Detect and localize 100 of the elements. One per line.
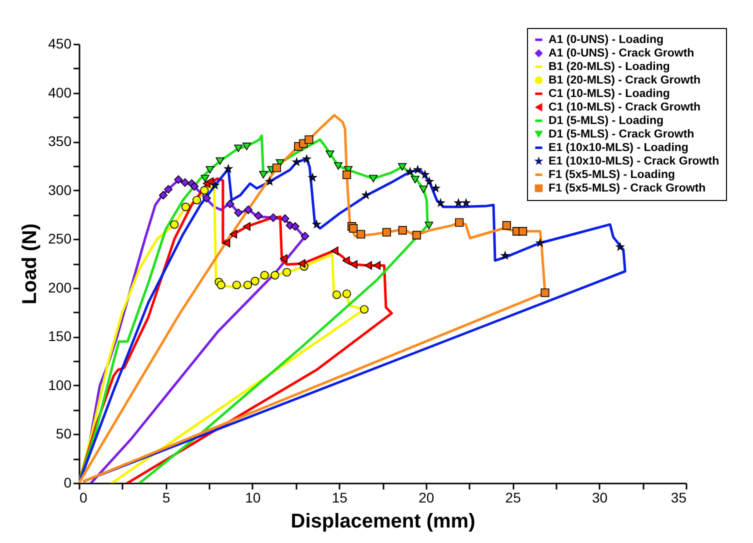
point xyxy=(304,135,314,144)
point xyxy=(308,173,317,182)
point xyxy=(334,162,343,170)
point xyxy=(234,144,243,152)
point xyxy=(350,260,358,269)
point xyxy=(398,226,407,235)
y-tick-label: 250 xyxy=(48,230,72,247)
legend-label: E1 (10x10-MLS) - Crack Growth xyxy=(548,155,720,168)
point xyxy=(200,174,210,182)
legend-label: A1 (0-UNS) - Loading xyxy=(548,34,664,46)
point xyxy=(326,150,334,158)
point xyxy=(159,190,168,200)
point xyxy=(536,238,544,247)
point xyxy=(436,198,445,207)
y-tick-label: 150 xyxy=(48,328,72,344)
point xyxy=(170,220,179,229)
x-tick-label: 25 xyxy=(505,490,522,506)
point xyxy=(280,254,288,263)
point xyxy=(250,276,260,286)
legend-label: D1 (5-MLS) - Crack Growth xyxy=(548,128,694,140)
point xyxy=(406,168,414,176)
y-tick-label: 450 xyxy=(48,36,72,52)
point xyxy=(216,280,226,290)
point xyxy=(282,268,292,277)
x-tick-label: 15 xyxy=(332,490,348,506)
point xyxy=(412,230,421,240)
point xyxy=(266,177,274,186)
point xyxy=(362,190,370,199)
legend-label: A1 (0-UNS) - Crack Growth xyxy=(548,47,694,60)
y-tick-label: 0 xyxy=(64,474,72,490)
y-tick-label: 300 xyxy=(48,182,72,198)
point xyxy=(312,220,321,228)
point xyxy=(280,214,290,223)
point xyxy=(260,270,269,280)
point xyxy=(302,154,311,163)
point xyxy=(200,186,209,195)
point xyxy=(298,259,306,268)
point xyxy=(424,222,434,230)
point xyxy=(232,280,241,290)
x-tick-label: 30 xyxy=(592,490,608,506)
point xyxy=(270,270,280,280)
x-tick-label: 35 xyxy=(670,490,687,506)
point xyxy=(206,166,214,174)
point xyxy=(410,176,420,184)
point xyxy=(242,142,251,150)
legend-label: C1 (10-MLS) - Loading xyxy=(548,88,670,100)
point xyxy=(332,290,341,299)
y-tick-label: 50 xyxy=(56,426,72,442)
point xyxy=(356,230,366,239)
x-tick-label: 20 xyxy=(418,490,434,506)
point xyxy=(272,164,281,172)
point xyxy=(518,227,528,236)
point xyxy=(300,232,310,240)
point xyxy=(342,289,352,298)
legend-label: F1 (5x5-MLS) - Crack Growth xyxy=(548,182,706,194)
point xyxy=(268,213,278,222)
x-tick-label: 10 xyxy=(245,490,261,506)
y-tick-label: 200 xyxy=(48,279,72,296)
point xyxy=(190,182,199,191)
point xyxy=(224,164,232,172)
y-tick-label: 350 xyxy=(48,133,72,150)
point xyxy=(330,246,338,256)
point xyxy=(455,218,464,227)
y-tick-label: 400 xyxy=(48,84,72,100)
point xyxy=(414,166,422,174)
y-axis-title: Load (N) xyxy=(19,223,42,305)
legend-label: F1 (5x5-MLS) - Loading xyxy=(548,168,675,181)
point xyxy=(382,228,391,237)
point xyxy=(222,238,230,248)
point xyxy=(192,196,202,204)
legend-label: B1 (20-MLS) - Crack Growth xyxy=(548,74,701,86)
legend-label: C1 (10-MLS) - Crack Growth xyxy=(548,101,701,114)
x-axis-title: Displacement (mm) xyxy=(290,510,476,532)
point xyxy=(242,222,250,231)
point xyxy=(616,242,624,250)
point xyxy=(360,305,369,314)
point xyxy=(292,158,301,166)
point xyxy=(234,208,243,218)
point xyxy=(373,261,381,270)
point xyxy=(369,174,378,182)
legend-label: B1 (20-MLS) - Loading xyxy=(548,60,670,73)
point xyxy=(420,170,430,178)
point xyxy=(164,185,173,194)
point xyxy=(540,288,550,298)
point xyxy=(425,177,434,186)
point xyxy=(462,198,470,207)
point xyxy=(230,230,238,239)
point xyxy=(174,175,183,184)
x-tick-label: 5 xyxy=(162,490,170,506)
point xyxy=(501,251,510,260)
point xyxy=(290,222,300,231)
legend-label: E1 (10x10-MLS) - Loading xyxy=(548,142,688,154)
point xyxy=(244,206,253,214)
point xyxy=(254,211,263,220)
point xyxy=(210,181,220,189)
point xyxy=(364,261,372,270)
point xyxy=(226,200,234,208)
x-tick-label: 0 xyxy=(80,490,88,506)
point xyxy=(202,194,211,202)
point xyxy=(432,184,440,192)
